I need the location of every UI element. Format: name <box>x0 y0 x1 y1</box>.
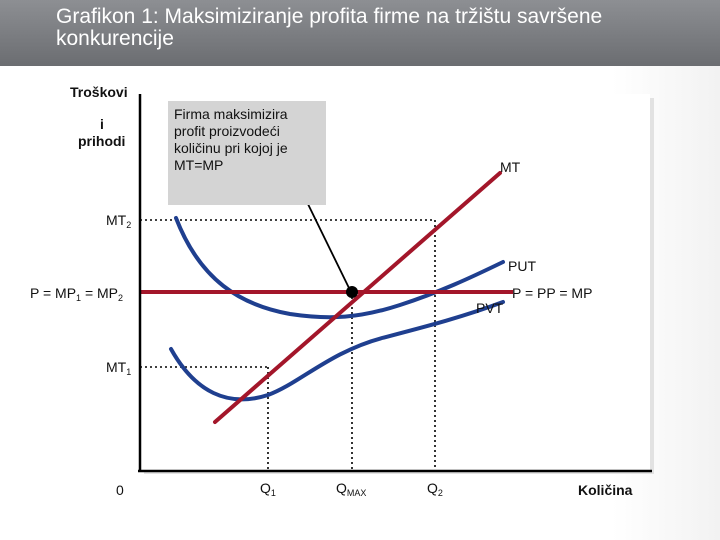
tick-q1: Q1 <box>260 480 276 498</box>
tick-mt2: MT2 <box>106 212 132 230</box>
title-bar: Grafikon 1: Maksimiziranje profita firme… <box>0 0 720 66</box>
tick-mt1: MT1 <box>106 359 132 377</box>
origin-label: 0 <box>116 482 124 498</box>
callout-box: Firma maksimizira profit proizvodeći kol… <box>168 101 326 205</box>
callout-text: Firma maksimizira profit proizvodeći kol… <box>174 106 288 173</box>
y-axis-label-prihodi: prihodi <box>78 133 126 149</box>
x-axis-label: Količina <box>578 482 633 498</box>
tick-qmax: QMAX <box>336 480 367 498</box>
tick-q2: Q2 <box>427 480 443 498</box>
label-price-line: P = PP = MP <box>512 285 593 301</box>
copyright: Copyright © 2004 South-Western <box>523 529 612 535</box>
label-pvt: PVT <box>476 300 504 316</box>
y-axis-label-troskovi: Troškovi <box>70 84 128 100</box>
profit-max-point <box>346 286 358 298</box>
y-axis-label-i: i <box>100 116 104 132</box>
label-mt: MT <box>500 159 521 175</box>
callout-pointer <box>305 199 350 289</box>
slide-title: Grafikon 1: Maksimiziranje profita firme… <box>56 5 603 50</box>
mt-curve <box>213 171 502 424</box>
pvt-curve <box>169 300 505 402</box>
label-put: PUT <box>508 258 536 274</box>
tick-price: P = MP1 = MP2 <box>30 285 124 303</box>
